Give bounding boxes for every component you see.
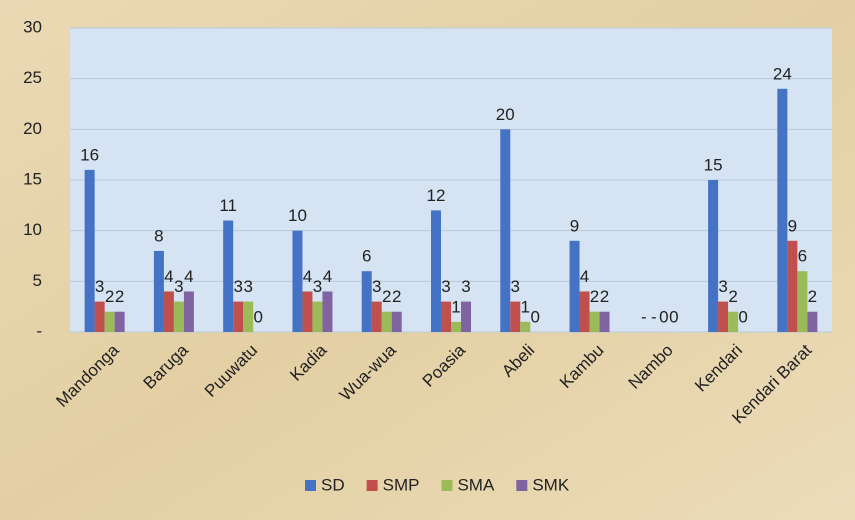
- y-tick-label: 15: [23, 169, 42, 188]
- bar: [322, 291, 333, 332]
- data-label: 9: [788, 216, 797, 235]
- data-label: 3: [718, 277, 727, 296]
- data-label: 15: [704, 155, 723, 174]
- data-label: 4: [580, 267, 589, 286]
- data-label: 2: [600, 287, 609, 306]
- data-label: 2: [808, 287, 817, 306]
- data-label: 3: [372, 277, 381, 296]
- data-label: 11: [219, 196, 237, 215]
- y-tick-label: 30: [23, 17, 42, 36]
- bar: [361, 271, 372, 332]
- bar: [589, 311, 600, 332]
- bar: [302, 291, 313, 332]
- data-label: 1: [451, 297, 460, 316]
- bar: [183, 291, 194, 332]
- data-label: 4: [164, 267, 173, 286]
- data-label: 1: [521, 297, 530, 316]
- data-label: 3: [461, 277, 470, 296]
- data-label: 9: [570, 216, 579, 235]
- bar: [391, 311, 402, 332]
- bar: [777, 88, 788, 332]
- bar: [708, 180, 719, 332]
- data-label: 0: [253, 307, 262, 326]
- bar: [114, 311, 125, 332]
- bar: [173, 301, 184, 332]
- bar: [153, 250, 164, 332]
- data-label: 4: [323, 267, 332, 286]
- data-label: 2: [115, 287, 124, 306]
- data-label: 2: [105, 287, 114, 306]
- data-label: 3: [174, 277, 183, 296]
- data-label: 6: [362, 247, 371, 266]
- data-label: -: [651, 307, 657, 326]
- data-label: 24: [773, 64, 792, 83]
- bar: [84, 169, 95, 332]
- data-label: 0: [669, 307, 678, 326]
- bar: [94, 301, 105, 332]
- bar: [451, 321, 461, 332]
- data-label: 4: [303, 267, 312, 286]
- data-label: 6: [798, 247, 807, 266]
- data-label: 2: [392, 287, 401, 306]
- bar: [599, 311, 610, 332]
- y-tick-label: -: [36, 321, 42, 340]
- data-label: 3: [233, 277, 242, 296]
- y-tick-label: 5: [33, 271, 42, 290]
- data-label: 3: [511, 277, 520, 296]
- legend-swatch: [366, 480, 378, 491]
- bar: [371, 301, 382, 332]
- bar: [787, 240, 798, 332]
- legend-swatch: [305, 480, 316, 491]
- data-label: 2: [728, 287, 737, 306]
- bar: [797, 271, 808, 332]
- bar: [807, 311, 818, 332]
- legend-label: SD: [321, 475, 345, 494]
- bar: [579, 291, 590, 332]
- data-label: 3: [95, 277, 104, 296]
- data-label: 3: [313, 277, 322, 296]
- data-label: 16: [80, 145, 99, 164]
- legend-swatch: [441, 480, 453, 491]
- y-tick-label: 20: [23, 119, 42, 138]
- bar: [461, 301, 471, 332]
- data-label: 3: [441, 277, 450, 296]
- data-label: 10: [288, 206, 307, 225]
- legend-label: SMA: [457, 475, 495, 494]
- bar: [500, 129, 511, 332]
- data-label: -: [641, 307, 647, 326]
- y-tick-label: 10: [23, 220, 42, 239]
- bar: [104, 311, 115, 332]
- data-label: 0: [659, 307, 668, 326]
- y-tick-label: 25: [23, 68, 42, 87]
- bar: [243, 301, 254, 332]
- data-label: 4: [184, 267, 193, 286]
- data-label: 2: [382, 287, 391, 306]
- data-label: 20: [496, 105, 515, 124]
- bar: [233, 301, 244, 332]
- bar: [728, 311, 739, 332]
- bar: [431, 210, 441, 332]
- legend-label: SMK: [532, 475, 570, 494]
- legend-swatch: [516, 480, 528, 491]
- data-label: 0: [531, 307, 540, 326]
- bar: [312, 301, 323, 332]
- data-label: 3: [243, 277, 252, 296]
- bar: [292, 230, 303, 332]
- data-label: 8: [154, 226, 163, 245]
- bar: [381, 311, 392, 332]
- bar: [441, 301, 451, 332]
- bar: [520, 321, 531, 332]
- bar: [569, 240, 580, 332]
- legend-label: SMP: [383, 475, 420, 494]
- bar: [718, 301, 729, 332]
- data-label: 2: [590, 287, 599, 306]
- data-label: 12: [427, 186, 446, 205]
- bar: [223, 220, 234, 332]
- bar: [510, 301, 521, 332]
- bar: [163, 291, 174, 332]
- data-label: 0: [738, 307, 747, 326]
